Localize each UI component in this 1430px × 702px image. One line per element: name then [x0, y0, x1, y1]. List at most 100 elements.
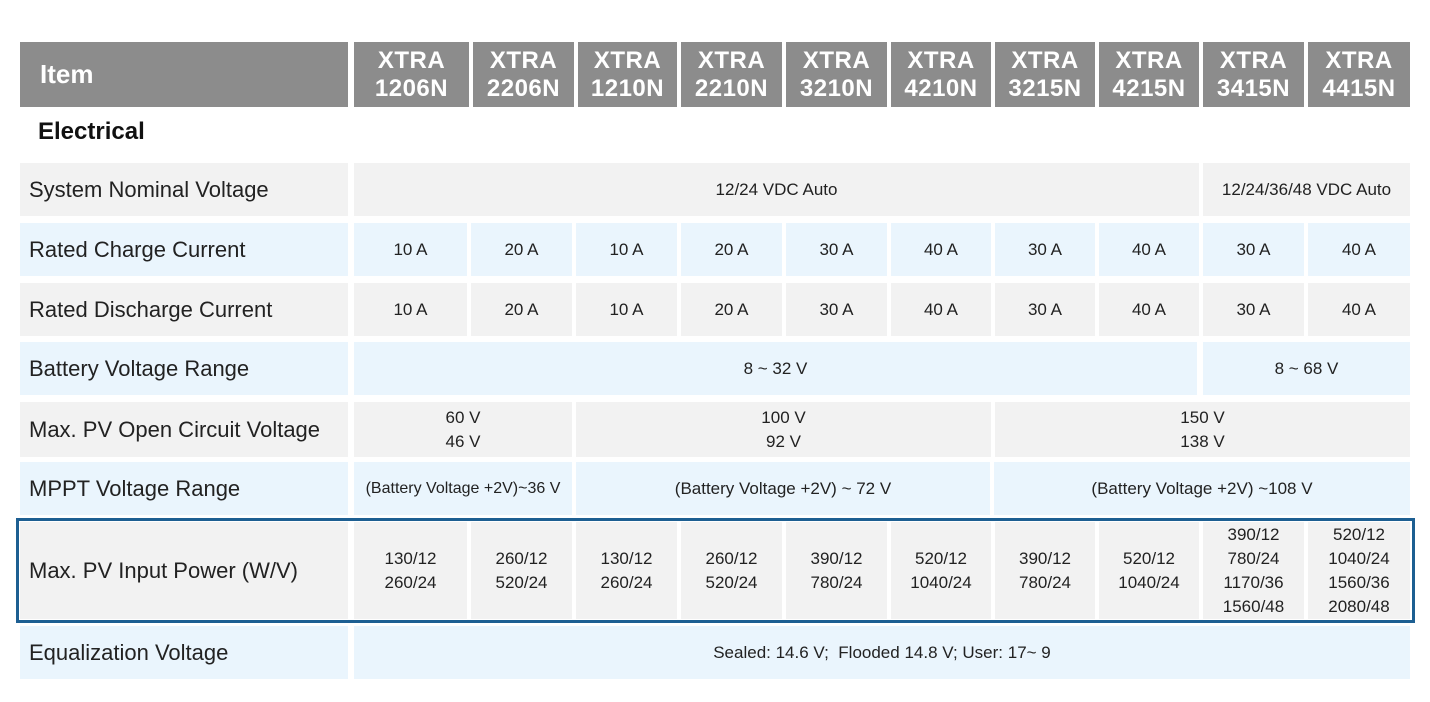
model-line2: 4215N: [1112, 74, 1186, 102]
max-pv-input-power-value: 130/12 260/24: [354, 522, 467, 619]
row-label: Rated Discharge Current: [29, 296, 273, 322]
cell-text-line2: 46 V: [445, 431, 481, 451]
cell-text-line: 1040/24: [1118, 572, 1180, 592]
rated-charge-current-value: 30 A: [1203, 223, 1304, 276]
header-model-xtra2206n: XTRA 2206N: [473, 42, 574, 107]
cell-text-line: 130/12: [384, 548, 437, 568]
rated-charge-current-value: 40 A: [1099, 223, 1199, 276]
header-model-xtra2210n: XTRA 2210N: [681, 42, 782, 107]
header-model-xtra1210n: XTRA 1210N: [578, 42, 677, 107]
rated-discharge-current-value: 30 A: [995, 283, 1095, 336]
model-line1: XTRA: [1115, 46, 1183, 74]
rated-discharge-current-value: 20 A: [471, 283, 572, 336]
cell-text: 12/24 VDC Auto: [715, 179, 838, 199]
cell-text-line: 780/24: [810, 572, 863, 592]
cell-text-line: 1560/48: [1222, 596, 1285, 616]
cell-text-line2: 138 V: [1180, 431, 1225, 451]
cell-text: 10 A: [393, 299, 428, 319]
model-line1: XTRA: [907, 46, 975, 74]
cell-text-line: 260/12: [705, 548, 758, 568]
header-item-label: Item: [40, 59, 94, 89]
mppt-voltage-range-value: (Battery Voltage +2V) ~ 72 V: [576, 462, 990, 515]
cell-text: 30 A: [819, 299, 854, 319]
cell-text-line: 2080/48: [1328, 596, 1390, 616]
cell-text-line: 520/24: [495, 572, 548, 592]
row-label: Rated Charge Current: [29, 236, 246, 262]
row-label: Battery Voltage Range: [29, 355, 250, 381]
max-pv-input-power-value: 520/12 1040/24: [1099, 522, 1199, 619]
cell-text-line: 520/24: [705, 572, 758, 592]
row-label-rated-discharge-current: Rated Discharge Current: [20, 283, 348, 336]
model-line1: XTRA: [802, 46, 871, 74]
model-line1: XTRA: [489, 46, 558, 74]
rated-charge-current-value: 40 A: [1308, 223, 1410, 276]
max-pv-input-power-value: 260/12 520/24: [471, 522, 572, 619]
header-model-xtra1206n: XTRA 1206N: [354, 42, 469, 107]
cell-text-line: 260/24: [600, 572, 653, 592]
model-line2: 2210N: [694, 74, 769, 102]
model-line2: 3215N: [1008, 74, 1082, 102]
cell-text: 40 A: [1341, 239, 1377, 259]
model-line2: 4415N: [1322, 74, 1396, 102]
row-label-max-pv-input-power: Max. PV Input Power (W/V): [20, 522, 348, 619]
cell-text: 30 A: [819, 239, 854, 259]
mppt-voltage-range-value: (Battery Voltage +2V) ~108 V: [994, 462, 1410, 515]
model-line1: XTRA: [377, 46, 446, 74]
model-line2: 4210N: [904, 74, 978, 102]
row-label: Max. PV Open Circuit Voltage: [29, 416, 321, 442]
cell-text: 10 A: [609, 299, 644, 319]
row-label-equalization-voltage: Equalization Voltage: [20, 626, 348, 679]
max-pv-input-power-value: 520/12 1040/24 1560/36 2080/48: [1308, 522, 1410, 619]
system-nominal-voltage-value: 12/24/36/48 VDC Auto: [1203, 163, 1410, 216]
max-pv-input-power-value: 260/12 520/24: [681, 522, 782, 619]
system-nominal-voltage-value: 12/24 VDC Auto: [354, 163, 1199, 216]
max-pv-open-circuit-voltage-value: 100 V 92 V: [576, 402, 991, 457]
cell-text: 40 A: [1131, 299, 1167, 319]
max-pv-input-power-value: 130/12 260/24: [576, 522, 677, 619]
header-model-xtra4415n: XTRA 4415N: [1308, 42, 1410, 107]
cell-text: (Battery Voltage +2V) ~108 V: [1091, 478, 1313, 498]
cell-text: 40 A: [923, 239, 959, 259]
rated-charge-current-value: 20 A: [471, 223, 572, 276]
rated-discharge-current-value: 10 A: [576, 283, 677, 336]
cell-text: 30 A: [1027, 239, 1063, 259]
cell-text-line: 520/12: [915, 548, 967, 568]
rated-discharge-current-value: 10 A: [354, 283, 467, 336]
row-label: Equalization Voltage: [29, 639, 229, 665]
cell-text: (Battery Voltage +2V) ~ 72 V: [674, 478, 892, 498]
rated-charge-current-value: 10 A: [354, 223, 467, 276]
cell-text: 30 A: [1236, 239, 1271, 259]
cell-text-line: 780/24: [1019, 572, 1071, 592]
cell-text-line: 390/12: [810, 548, 863, 568]
header-model-xtra3415n: XTRA 3415N: [1203, 42, 1304, 107]
header-model-xtra4215n: XTRA 4215N: [1099, 42, 1199, 107]
model-line2: 1206N: [374, 74, 449, 102]
cell-text-line1: 150 V: [1180, 407, 1225, 427]
model-line1: XTRA: [697, 46, 766, 74]
cell-text-line: 390/12: [1019, 548, 1071, 568]
rated-discharge-current-value: 20 A: [681, 283, 782, 336]
cell-text: 40 A: [923, 299, 959, 319]
cell-text-line: 260/24: [384, 572, 437, 592]
cell-text-line: 260/12: [495, 548, 548, 568]
rated-charge-current-value: 30 A: [995, 223, 1095, 276]
header-item-cell: Item: [20, 42, 348, 107]
rated-charge-current-value: 10 A: [576, 223, 677, 276]
cell-text: (Battery Voltage +2V)~36 V: [365, 479, 561, 497]
cell-text-line: 780/24: [1227, 548, 1280, 568]
cell-text: 30 A: [1027, 299, 1063, 319]
row-label: MPPT Voltage Range: [29, 475, 241, 501]
rated-discharge-current-value: 30 A: [786, 283, 887, 336]
cell-text: 12/24/36/48 VDC Auto: [1221, 179, 1392, 199]
row-label: System Nominal Voltage: [29, 176, 269, 202]
cell-text: Sealed: 14.6 V; Flooded 14.8 V; User: 17…: [713, 642, 1051, 662]
rated-charge-current-value: 20 A: [681, 223, 782, 276]
cell-text-line: 1040/24: [910, 572, 972, 592]
max-pv-input-power-value: 390/12 780/24 1170/36 1560/48: [1203, 522, 1304, 619]
max-pv-open-circuit-voltage-value: 150 V 138 V: [995, 402, 1410, 457]
section-title: Electrical: [38, 118, 145, 145]
max-pv-input-power-value: 390/12 780/24: [786, 522, 887, 619]
equalization-voltage-value: Sealed: 14.6 V; Flooded 14.8 V; User: 17…: [354, 626, 1410, 679]
cell-text-line1: 60 V: [445, 407, 481, 427]
cell-text-line: 130/12: [600, 548, 653, 568]
